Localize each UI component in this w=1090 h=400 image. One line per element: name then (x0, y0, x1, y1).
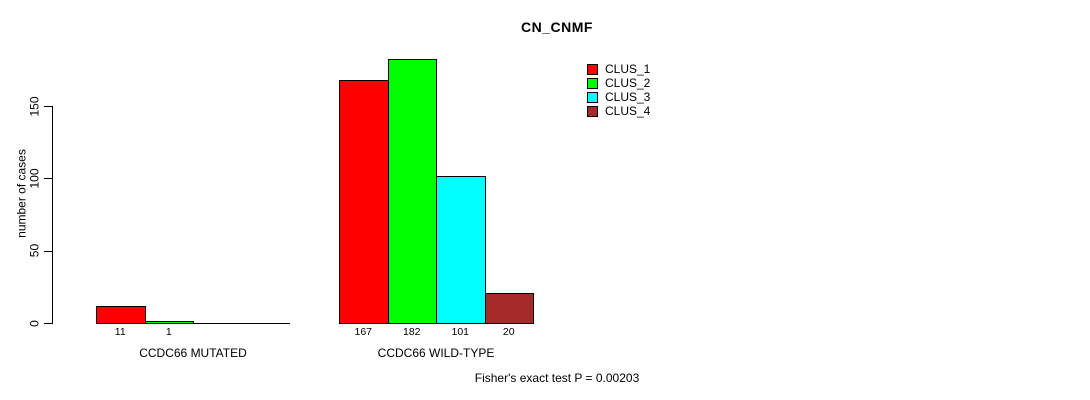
legend-item: CLUS_3 (587, 91, 650, 103)
bar-CLUS_4 (484, 293, 534, 324)
y-axis-tick-label: 50 (27, 243, 42, 258)
legend-label: CLUS_3 (605, 90, 651, 104)
bar-value-label: 182 (402, 326, 421, 338)
y-axis-line (52, 106, 53, 324)
legend-swatch (587, 105, 598, 117)
legend-label: CLUS_1 (605, 62, 651, 76)
y-axis-tick-label: 0 (27, 319, 42, 327)
bar-value-label: 20 (502, 326, 515, 338)
chart-title: CN_CNMF (521, 19, 593, 35)
bar-value-label: 11 (114, 326, 126, 338)
legend-item: CLUS_4 (587, 105, 650, 117)
category-label: CCDC66 WILD-TYPE (377, 346, 495, 360)
fisher-test-annotation: Fisher's exact test P = 0.00203 (474, 371, 640, 385)
legend-item: CLUS_2 (587, 77, 650, 89)
bar-CLUS_3 (436, 175, 486, 324)
bar-CLUS_1 (339, 80, 389, 324)
y-axis-tick (44, 250, 52, 252)
legend-swatch (587, 91, 598, 103)
bar-value-label: 1 (165, 326, 172, 338)
legend-swatch (587, 77, 598, 89)
legend-swatch (587, 63, 598, 75)
y-axis-tick (44, 323, 52, 324)
bar-CLUS_2 (144, 320, 194, 324)
legend: CLUS_1 CLUS_2 CLUS_3 CLUS_4 (587, 63, 650, 117)
y-axis-tick-label: 100 (27, 168, 42, 189)
legend-item: CLUS_1 (587, 63, 650, 75)
legend-label: CLUS_2 (605, 76, 651, 90)
bar-value-label: 167 (354, 326, 373, 338)
bar-CLUS_1 (96, 306, 146, 324)
y-axis-tick (44, 178, 52, 180)
legend-label: CLUS_4 (605, 104, 651, 118)
y-axis-tick (44, 106, 52, 107)
bar-value-label: 101 (451, 326, 470, 338)
category-label: CCDC66 MUTATED (139, 346, 247, 360)
bar-CLUS_2 (387, 58, 437, 324)
y-axis-tick-label: 150 (27, 95, 42, 117)
